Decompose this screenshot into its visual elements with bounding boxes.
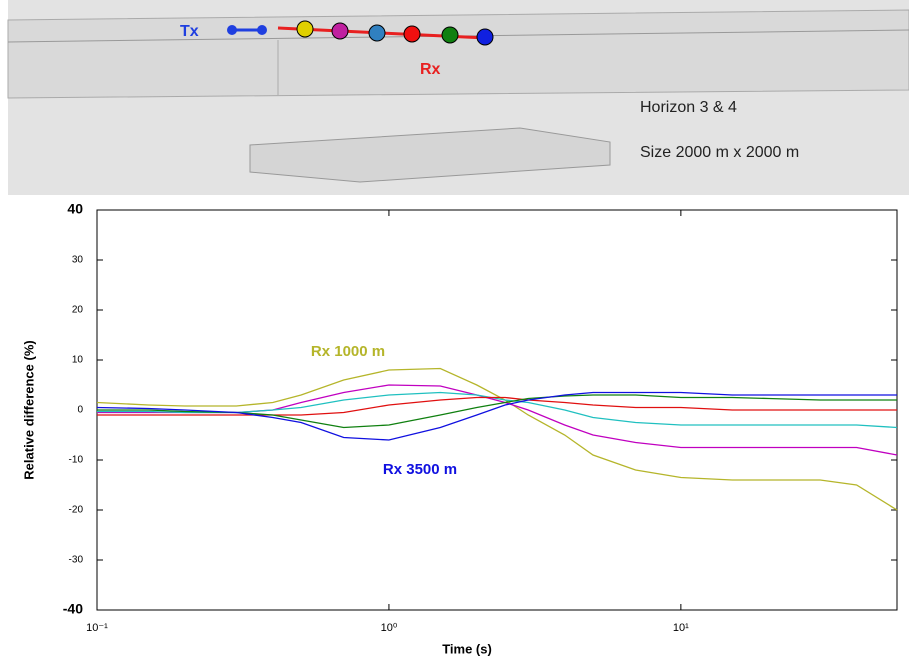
chart: -40 -30 -20 -10 0 10 20 30 40 10⁻¹ 10⁰ 10¹ Time (s) R…: [21, 201, 898, 656]
y-tick-label: 10: [72, 355, 84, 366]
receiver: [368, 24, 386, 42]
size-label: Size 2000 m x 2000 m: [640, 144, 799, 161]
model-view: Tx Rx Horizon 3 & 4 Size 2000 m x 2000 m: [7, 0, 909, 195]
receiver: [441, 26, 459, 44]
y-tick-label: 0: [77, 405, 83, 416]
y-tick-label: -30: [69, 555, 84, 566]
x-tick-label: 10⁻¹: [86, 622, 108, 634]
tx-label: Tx: [180, 23, 199, 40]
y-tick-label: -20: [69, 505, 84, 516]
y-axis-label: Relative difference (%): [21, 340, 36, 479]
slab: [7, 9, 909, 99]
annotation: Rx 3500 m: [383, 461, 457, 478]
series-line: [97, 394, 897, 429]
series-line: [97, 391, 898, 429]
receiver: [403, 25, 421, 43]
y-tick-label: -10: [69, 455, 84, 466]
y-tick-label: 40: [67, 201, 83, 217]
y-tick-label: 20: [72, 305, 84, 316]
x-axis-label: Time (s): [442, 641, 492, 656]
receiver: [331, 22, 349, 40]
y-tick-label: -40: [63, 601, 83, 617]
body: [249, 127, 611, 183]
series-line: [97, 396, 897, 416]
receiver: [296, 20, 314, 38]
rx-label: Rx: [420, 61, 441, 78]
horizon-label: Horizon 3 & 4: [640, 99, 737, 116]
series-line: [96, 391, 897, 441]
x-tick-label: 10¹: [673, 622, 689, 634]
x-tick-label: 10⁰: [381, 622, 398, 634]
y-tick-label: 30: [72, 255, 84, 266]
tx-end: [257, 25, 267, 35]
series-line: [96, 367, 898, 511]
annotation: Rx 1000 m: [311, 343, 385, 360]
tx-end: [227, 25, 237, 35]
receiver: [476, 28, 494, 46]
